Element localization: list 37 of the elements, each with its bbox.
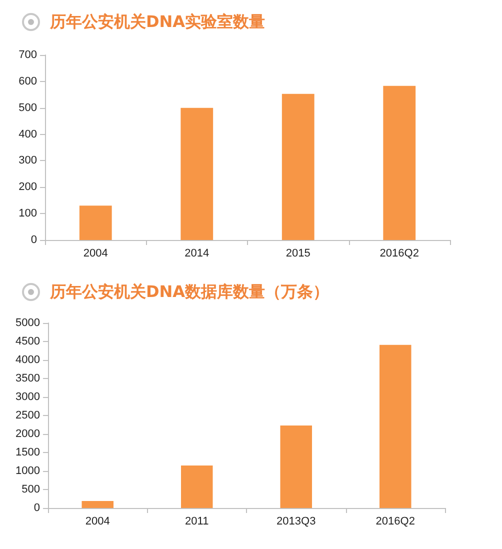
bar [79,206,112,240]
y-tick-label: 100 [18,208,37,220]
y-tick-label: 1000 [16,465,40,477]
x-tick-label: 2015 [286,248,310,260]
y-tick-label: 400 [18,128,37,140]
y-tick-label: 2500 [16,410,40,422]
y-tick-label: 5000 [16,317,40,329]
y-tick-label: 700 [18,49,37,61]
x-tick-label: 2014 [184,248,210,260]
bar [379,344,412,508]
x-tick-label: 2004 [83,248,108,260]
y-tick-label: 200 [18,181,37,194]
bar [383,86,416,240]
y-tick-label: 1500 [16,446,40,458]
x-tick-label: 2011 [185,516,209,528]
x-tick-label: 2016Q2 [380,248,419,260]
bar [180,465,213,508]
y-tick-label: 300 [18,154,37,167]
y-tick-label: 4000 [16,354,40,366]
y-tick-label: 4500 [16,336,40,348]
y-tick-label: 0 [30,234,37,246]
y-tick-label: 0 [34,502,40,514]
x-tick-label: 2016Q2 [376,516,415,528]
bar [180,108,214,240]
chart-title: 历年公安机关DNA数据库数量（万条） [50,282,330,303]
bar [282,94,314,240]
y-tick-label: 600 [18,75,37,88]
y-tick-label: 500 [18,102,37,114]
y-tick-label: 3500 [16,372,40,384]
bar [280,425,312,508]
y-tick-label: 3000 [16,391,40,403]
x-tick-label: 2013Q3 [276,516,316,528]
chart-title: 历年公安机关DNA实验室数量 [50,12,266,33]
x-tick-label: 2004 [85,516,110,528]
y-tick-label: 500 [22,484,40,496]
bar [82,500,114,508]
y-tick-label: 2000 [16,428,40,440]
